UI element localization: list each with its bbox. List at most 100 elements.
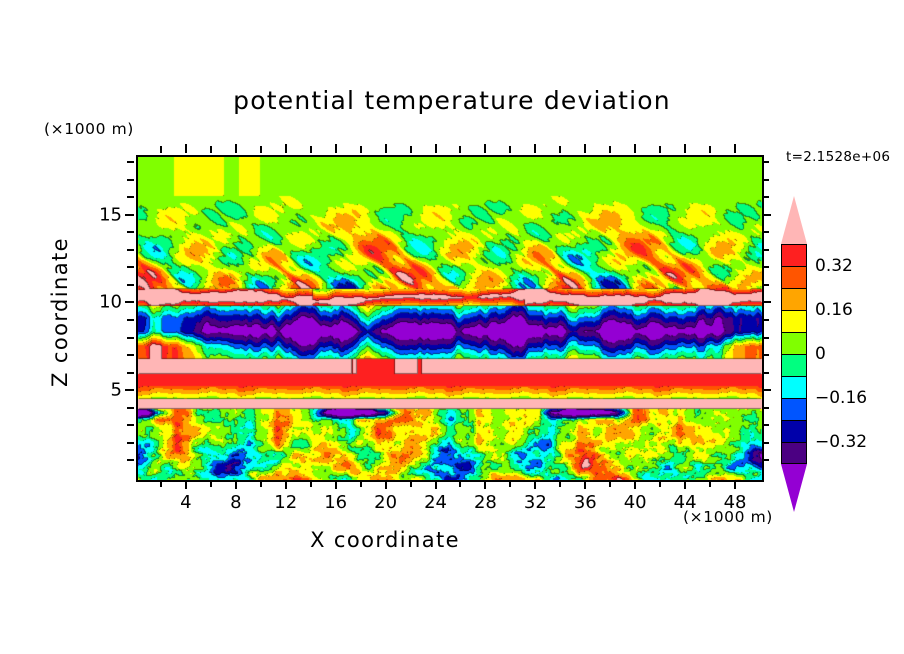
x-tick-top: [509, 146, 512, 153]
x-tick-top: [309, 146, 312, 153]
x-tick: [609, 480, 612, 487]
colorbar-band: [781, 442, 807, 464]
x-tick: [709, 480, 712, 487]
x-tick: [684, 480, 687, 489]
x-tick-top: [409, 146, 412, 153]
z-units-label: (×1000 m): [44, 120, 134, 138]
y-tick-right: [762, 301, 771, 304]
x-tick-label: 20: [374, 492, 398, 513]
colorbar-tick-label: 0.16: [815, 300, 853, 320]
colorbar-cap-top-icon: [781, 196, 807, 244]
x-tick: [434, 480, 437, 489]
y-tick-label: 10: [99, 291, 122, 313]
y-tick-right: [762, 354, 769, 357]
x-tick: [634, 480, 637, 489]
y-tick-right: [762, 178, 769, 181]
x-tick: [459, 480, 462, 487]
x-tick: [559, 480, 562, 487]
colorbar-tick-label: −0.32: [815, 432, 868, 452]
x-tick: [184, 480, 187, 489]
x-tick-top: [559, 146, 562, 153]
y-tick-right: [762, 441, 769, 444]
x-tick-top: [634, 144, 637, 153]
y-tick: [127, 406, 134, 409]
time-annotation: t=2.1528e+06: [786, 149, 891, 165]
y-tick-right: [762, 213, 771, 216]
colorbar-band: [781, 398, 807, 420]
y-tick: [127, 459, 134, 462]
y-tick: [127, 424, 134, 427]
x-tick-top: [359, 146, 362, 153]
x-tick-top: [234, 144, 237, 153]
contour-plot-area: [136, 155, 764, 482]
y-tick: [127, 319, 134, 321]
x-tick: [409, 480, 412, 487]
x-tick-top: [159, 146, 162, 153]
x-tick-top: [734, 144, 737, 153]
x-tick-label: 8: [230, 492, 242, 513]
x-tick: [359, 480, 362, 487]
colorbar-band: [781, 376, 807, 398]
colorbar-band: [781, 266, 807, 288]
y-tick-right: [762, 266, 769, 269]
x-tick-top: [459, 146, 462, 153]
x-tick: [484, 480, 487, 489]
x-tick-label: 16: [324, 492, 348, 513]
x-tick-top: [434, 144, 437, 153]
colorbar: [781, 196, 807, 512]
y-tick: [127, 371, 134, 374]
x-tick-top: [484, 144, 487, 153]
y-tick-right: [762, 424, 769, 427]
x-tick-top: [184, 144, 187, 153]
y-tick: [127, 161, 134, 164]
y-tick-right: [762, 196, 769, 199]
colorbar-cap-bottom-icon: [781, 464, 807, 512]
colorbar-band: [781, 420, 807, 442]
x-tick: [734, 480, 737, 489]
x-tick: [234, 480, 237, 489]
y-tick-label: 15: [99, 204, 122, 226]
x-tick-top: [384, 144, 387, 153]
y-tick-right: [762, 283, 769, 286]
x-tick-top: [659, 146, 662, 153]
x-tick-top: [334, 144, 337, 153]
x-tick-label: 36: [573, 492, 597, 513]
x-tick-label: 24: [424, 492, 447, 513]
y-tick: [127, 283, 134, 286]
y-tick-right: [762, 406, 769, 409]
y-tick-label: 5: [110, 379, 122, 401]
y-tick: [125, 301, 134, 304]
x-tick-top: [284, 144, 287, 153]
x-tick-label: 40: [623, 492, 647, 513]
y-tick: [127, 266, 134, 269]
y-tick: [127, 248, 134, 251]
y-tick: [127, 196, 134, 199]
y-tick-right: [762, 231, 769, 234]
x-tick-top: [584, 144, 587, 153]
x-tick: [509, 480, 512, 487]
y-tick: [125, 389, 134, 392]
x-tick: [309, 480, 312, 487]
y-tick-right: [762, 389, 771, 392]
x-tick: [259, 480, 262, 487]
x-tick: [584, 480, 587, 489]
x-tick-label: 44: [673, 492, 697, 513]
x-tick: [334, 480, 337, 489]
x-tick-label: 12: [274, 492, 298, 513]
x-axis-title: X coordinate: [310, 528, 460, 552]
x-units-label: (×1000 m): [683, 508, 773, 526]
y-tick: [127, 231, 134, 234]
contour-field: [138, 157, 762, 480]
colorbar-band: [781, 288, 807, 310]
x-tick-label: 28: [473, 492, 497, 513]
x-tick-label: 48: [723, 492, 747, 513]
x-tick: [659, 480, 662, 487]
page-title: potential temperature deviation: [233, 86, 671, 115]
colorbar-band: [781, 310, 807, 332]
x-tick: [284, 480, 287, 489]
colorbar-band: [781, 332, 807, 354]
y-axis-title: Z coordinate: [48, 237, 72, 387]
colorbar-tick-label: 0: [815, 344, 826, 364]
x-tick-top: [259, 146, 262, 153]
y-tick: [127, 178, 134, 181]
